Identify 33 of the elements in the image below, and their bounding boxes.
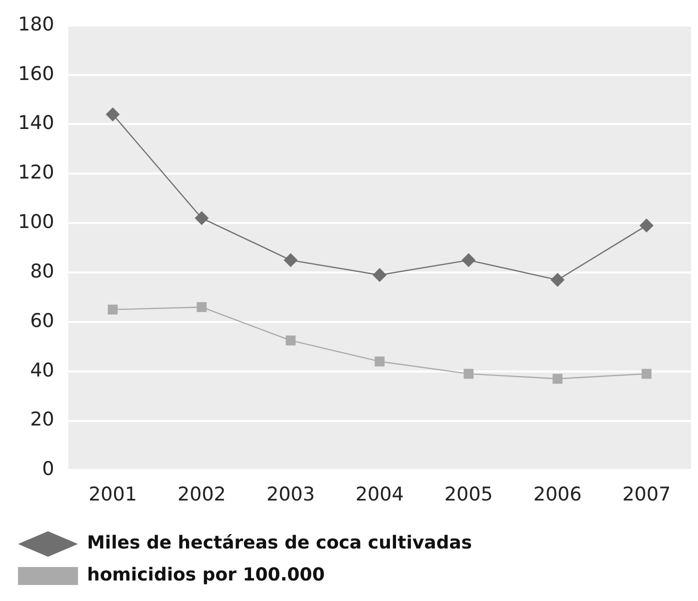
x-tick-label: 2005 [444, 484, 493, 506]
legend-label: Miles de hectáreas de coca cultivadas [87, 532, 472, 554]
point [374, 356, 385, 366]
point [194, 211, 209, 226]
point [640, 218, 654, 233]
x-tick-label: 2003 [266, 484, 315, 506]
point [552, 374, 563, 384]
x-tick-label: 2006 [533, 484, 582, 506]
x-tick-label: 2002 [178, 484, 226, 506]
point [462, 253, 476, 268]
y-tick-label: 140 [18, 112, 54, 134]
point [196, 302, 207, 312]
point [106, 107, 120, 122]
y-tick-label: 0 [42, 458, 54, 480]
y-tick-label: 120 [18, 162, 54, 184]
point [286, 336, 296, 346]
y-tick-label: 20 [30, 408, 54, 431]
point [284, 253, 298, 268]
point [372, 268, 387, 282]
point [550, 272, 565, 287]
x-tick-label: 2004 [355, 484, 404, 506]
y-tick-label: 180 [18, 13, 54, 36]
legend-label: homicidios por 100.000 [87, 564, 325, 586]
y-tick-label: 160 [18, 62, 54, 85]
x-tick-label: 2007 [622, 484, 671, 506]
y-tick-label: 40 [30, 359, 54, 382]
y-tick-label: 100 [18, 211, 54, 234]
y-tick-label: 60 [30, 310, 54, 332]
x-tick-label: 2001 [88, 484, 137, 506]
y-tick-label: 80 [30, 260, 54, 282]
point [642, 368, 652, 379]
point [108, 304, 118, 315]
point [464, 368, 474, 379]
